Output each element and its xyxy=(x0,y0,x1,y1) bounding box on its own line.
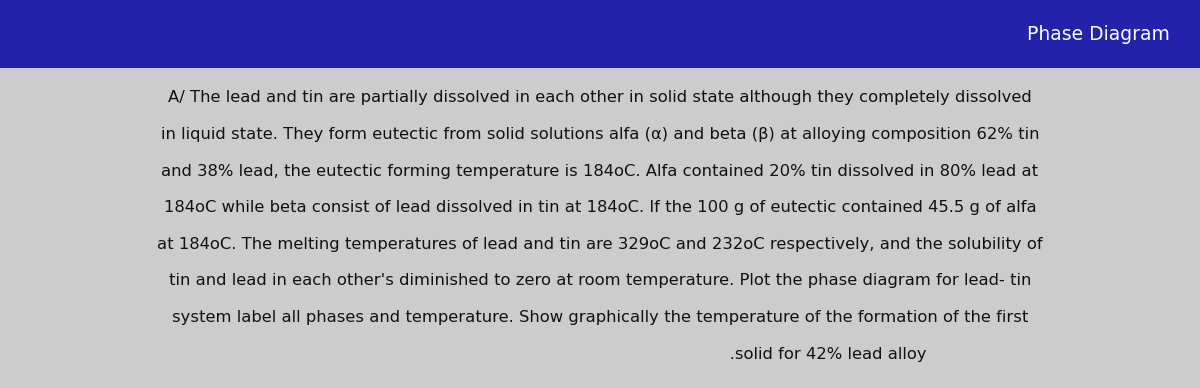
Text: 184oC while beta consist of lead dissolved in tin at 184oC. If the 100 g of eute: 184oC while beta consist of lead dissolv… xyxy=(163,200,1037,215)
Text: tin and lead in each other's diminished to zero at room temperature. Plot the ph: tin and lead in each other's diminished … xyxy=(169,274,1031,288)
Text: A/ The lead and tin are partially dissolved in each other in solid state althoug: A/ The lead and tin are partially dissol… xyxy=(168,90,1032,106)
FancyBboxPatch shape xyxy=(0,0,1200,68)
Text: in liquid state. They form eutectic from solid solutions alfa (α) and beta (β) a: in liquid state. They form eutectic from… xyxy=(161,127,1039,142)
Text: Phase Diagram: Phase Diagram xyxy=(1027,24,1170,43)
Text: at 184oC. The melting temperatures of lead and tin are 329oC and 232oC respectiv: at 184oC. The melting temperatures of le… xyxy=(157,237,1043,252)
Text: .solid for 42% lead alloy: .solid for 42% lead alloy xyxy=(274,346,926,362)
Text: and 38% lead, the eutectic forming temperature is 184oC. Alfa contained 20% tin : and 38% lead, the eutectic forming tempe… xyxy=(162,164,1038,178)
Text: system label all phases and temperature. Show graphically the temperature of the: system label all phases and temperature.… xyxy=(172,310,1028,325)
